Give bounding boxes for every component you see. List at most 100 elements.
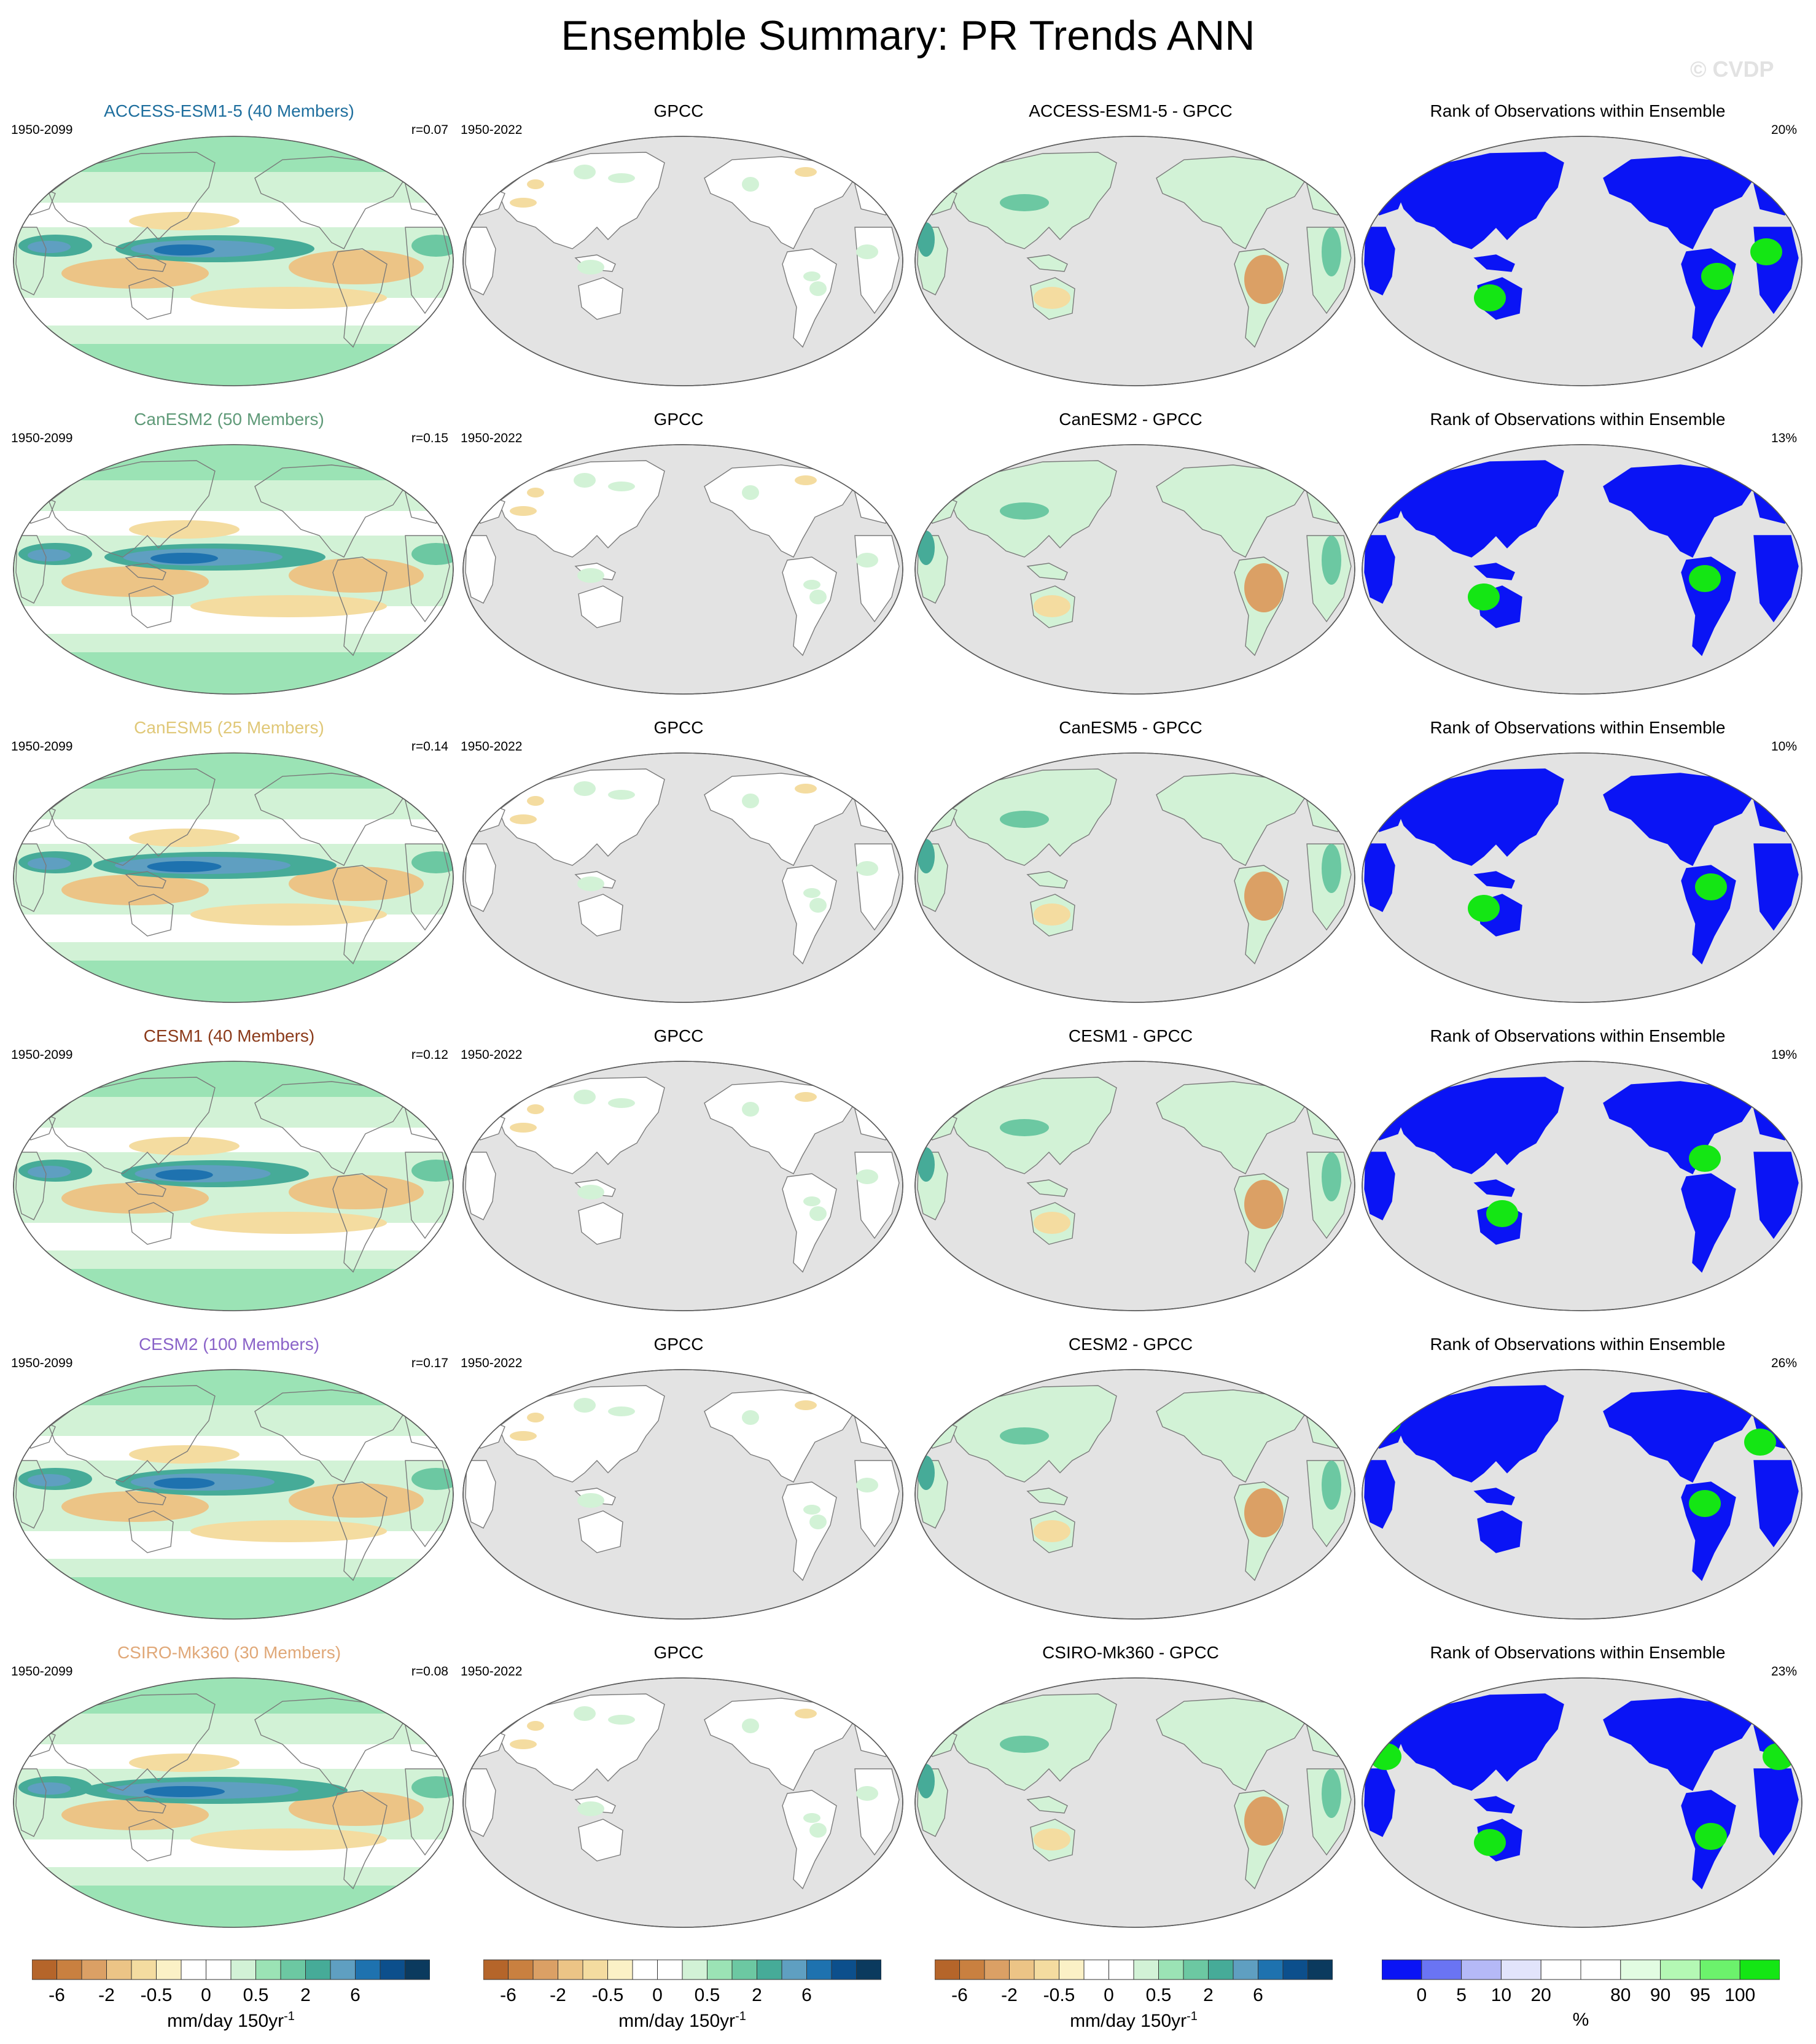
panel-title: CESM2 (100 Members): [138, 1335, 320, 1354]
ensemble-mean-map: [13, 752, 454, 1003]
panel-title: CESM2 - GPCC: [1068, 1335, 1193, 1354]
colorbar-tick-label: -6: [500, 1985, 516, 2005]
colorbar-swatch: [1133, 1959, 1159, 1980]
pattern-correlation: r=0.12: [411, 1048, 448, 1062]
panel-ensemble-mean-row2: CanESM2 (50 Members) 1950-2099 r=0.15: [5, 405, 454, 700]
colorbar-tick-label: 100: [1724, 1985, 1756, 2005]
colorbar-swatch: [1083, 1959, 1109, 1980]
panel-ensemble-mean-row4: CESM1 (40 Members) 1950-2099 r=0.12: [5, 1022, 454, 1317]
observation-map: [462, 136, 903, 386]
period-label: 1950-2099: [11, 1664, 73, 1679]
colorbar-tick-label: 0: [1104, 1985, 1114, 2005]
colorbar-tick-label: -6: [49, 1985, 65, 2005]
panel-title: GPCC: [653, 1335, 704, 1354]
panel-difference-row2: CanESM2 - GPCC: [906, 405, 1355, 700]
panel-title: ACCESS-ESM1-5 - GPCC: [1029, 101, 1233, 120]
unit-exponent: -1: [1187, 2010, 1198, 2023]
period-label: 1950-2022: [461, 739, 523, 754]
colorbar-swatch: [1059, 1959, 1085, 1980]
colorbar-swatch: [558, 1959, 583, 1980]
rank-percent: 10%: [1771, 739, 1797, 754]
colorbar-swatch: [1009, 1959, 1035, 1980]
colorbar-swatch: [1660, 1959, 1701, 1980]
panel-observation-row1: GPCC 1950-2022: [454, 97, 903, 392]
pattern-correlation: r=0.07: [411, 123, 448, 137]
difference-map: [914, 444, 1355, 695]
unit-text: mm/day 150yr: [618, 2011, 736, 2031]
difference-map: [914, 1061, 1355, 1311]
panel-title: Rank of Observations within Ensemble: [1430, 718, 1726, 737]
panel-observation-row2: GPCC 1950-2022: [454, 405, 903, 700]
colorbar-swatches: [483, 1959, 881, 1980]
colorbar-swatch: [1034, 1959, 1059, 1980]
colorbar-swatch: [959, 1959, 985, 1980]
colorbar-swatch: [1382, 1959, 1422, 1980]
panel-title: CESM1 (40 Members): [143, 1026, 315, 1045]
colorbar-swatch: [1233, 1959, 1258, 1980]
colorbar-tick-label: 5: [1456, 1985, 1467, 2005]
colorbar-swatch: [532, 1959, 558, 1980]
period-label: 1950-2099: [11, 123, 73, 137]
colorbar-swatch: [1739, 1959, 1780, 1980]
rank-percent: 23%: [1771, 1664, 1797, 1679]
trend-colorbar-2: -6 -2 -0.5 0 0.5 2 6 mm/day 150yr-1: [483, 1959, 881, 2039]
unit-text: %: [1572, 2010, 1589, 2030]
figure-title: Ensemble Summary: PR Trends ANN: [561, 12, 1255, 59]
colorbar-tick-label: 0.5: [243, 1985, 269, 2005]
panel-title: GPCC: [653, 101, 704, 120]
rank-map: [1362, 136, 1802, 386]
panel-title: GPCC: [653, 1643, 704, 1662]
colorbar-swatch: [81, 1959, 107, 1980]
colorbar-swatch: [405, 1959, 430, 1980]
period-label: 1950-2022: [461, 1356, 523, 1370]
colorbar-swatch: [757, 1959, 782, 1980]
colorbar-swatch: [831, 1959, 857, 1980]
panel-title: CanESM5 - GPCC: [1059, 718, 1202, 737]
colorbar-swatch: [206, 1959, 232, 1980]
colorbar-unit: mm/day 150yr-1: [1070, 2010, 1198, 2032]
rank-map: [1362, 1369, 1802, 1620]
observation-map: [462, 1061, 903, 1311]
period-label: 1950-2022: [461, 123, 523, 137]
panel-title: Rank of Observations within Ensemble: [1430, 1026, 1726, 1045]
colorbar-swatch: [230, 1959, 256, 1980]
period-label: 1950-2099: [11, 1356, 73, 1370]
colorbar-swatches: [32, 1959, 430, 1980]
colorbar-swatch: [1540, 1959, 1581, 1980]
colorbar-tick-label: 20: [1530, 1985, 1551, 2005]
ensemble-mean-map: [13, 1677, 454, 1928]
panel-ensemble-mean-row6: CSIRO-Mk360 (30 Members) 1950-2099 r=0.08: [5, 1639, 454, 1933]
panel-title: GPCC: [653, 410, 704, 429]
colorbar-tick-label: 0: [652, 1985, 663, 2005]
panel-difference-row4: CESM1 - GPCC: [906, 1022, 1355, 1317]
colorbar-swatch: [181, 1959, 206, 1980]
panel-rank-row3: Rank of Observations within Ensemble 10%: [1354, 714, 1802, 1008]
colorbar-swatch: [731, 1959, 757, 1980]
colorbar-swatch: [806, 1959, 832, 1980]
colorbar-swatch: [483, 1959, 509, 1980]
rank-percent: 20%: [1771, 123, 1797, 137]
ensemble-mean-map: [13, 136, 454, 386]
period-label: 1950-2022: [461, 431, 523, 445]
colorbar-tick-label: -2: [550, 1985, 566, 2005]
panel-observation-row6: GPCC 1950-2022: [454, 1639, 903, 1933]
panel-title: CanESM2 - GPCC: [1059, 410, 1202, 429]
panel-title: GPCC: [653, 1026, 704, 1045]
colorbar-swatch: [57, 1959, 82, 1980]
difference-map: [914, 1369, 1355, 1620]
colorbar-tick-label: 2: [1203, 1985, 1214, 2005]
colorbar-swatch: [935, 1959, 960, 1980]
colorbar-swatch: [1307, 1959, 1333, 1980]
colorbar-swatch: [1183, 1959, 1209, 1980]
rank-colorbar: 0 5 10 20 80 90 95 100%: [1382, 1959, 1780, 2039]
period-label: 1950-2099: [11, 739, 73, 754]
panel-title: CSIRO-Mk360 - GPCC: [1042, 1643, 1219, 1662]
colorbar-unit: mm/day 150yr-1: [618, 2010, 746, 2032]
colorbar-swatch: [1699, 1959, 1740, 1980]
colorbar-tick-label: 2: [752, 1985, 762, 2005]
panel-title: Rank of Observations within Ensemble: [1430, 1335, 1726, 1354]
panel-observation-row5: GPCC 1950-2022: [454, 1330, 903, 1625]
colorbar-swatch: [1208, 1959, 1234, 1980]
ensemble-mean-map: [13, 444, 454, 695]
colorbar-swatch: [1620, 1959, 1661, 1980]
